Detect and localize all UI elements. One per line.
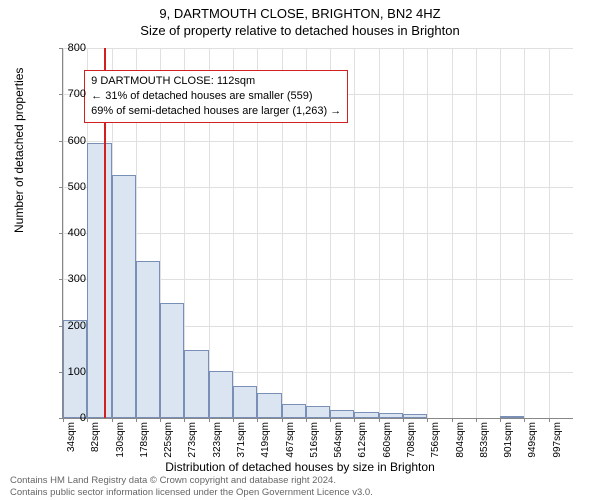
ytick-label: 100 (56, 366, 86, 378)
xtick-label: 516sqm (309, 422, 320, 458)
xtick-label: 612sqm (357, 422, 368, 458)
xtick-mark (160, 418, 161, 422)
annotation-box: 9 DARTMOUTH CLOSE: 112sqm← 31% of detach… (84, 70, 348, 123)
ytick-label: 500 (56, 181, 86, 193)
gridline-v (549, 48, 550, 418)
histogram-bar (209, 371, 233, 418)
xtick-label: 660sqm (382, 422, 393, 458)
gridline-v (379, 48, 380, 418)
xtick-mark (87, 418, 88, 422)
title-address: 9, DARTMOUTH CLOSE, BRIGHTON, BN2 4HZ (0, 0, 600, 21)
gridline-v (500, 48, 501, 418)
xtick-mark (136, 418, 137, 422)
ytick-label: 300 (56, 273, 86, 285)
annotation-line2: ← 31% of detached houses are smaller (55… (91, 89, 341, 104)
xtick-mark (184, 418, 185, 422)
xtick-label: 804sqm (455, 422, 466, 458)
footer-line1: Contains HM Land Registry data © Crown c… (10, 475, 373, 486)
chart-area: 34sqm82sqm130sqm178sqm225sqm273sqm323sqm… (62, 48, 572, 418)
gridline-h (63, 187, 573, 188)
xtick-mark (500, 418, 501, 422)
xtick-mark (330, 418, 331, 422)
xtick-mark (209, 418, 210, 422)
annotation-line3: 69% of semi-detached houses are larger (… (91, 104, 341, 119)
histogram-bar (330, 410, 354, 418)
gridline-v (427, 48, 428, 418)
xtick-label: 273sqm (187, 422, 198, 458)
xtick-mark (282, 418, 283, 422)
xtick-mark (452, 418, 453, 422)
xtick-mark (233, 418, 234, 422)
gridline-v (452, 48, 453, 418)
gridline-h (63, 233, 573, 234)
xtick-label: 564sqm (333, 422, 344, 458)
ytick-label: 0 (56, 412, 86, 424)
histogram-bar (282, 404, 306, 418)
xtick-label: 419sqm (260, 422, 271, 458)
ytick-label: 200 (56, 320, 86, 332)
xtick-label: 853sqm (479, 422, 490, 458)
histogram-bar (112, 175, 136, 418)
plot-region: 34sqm82sqm130sqm178sqm225sqm273sqm323sqm… (62, 48, 573, 419)
histogram-bar (136, 261, 160, 418)
xtick-label: 467sqm (285, 422, 296, 458)
ytick-label: 800 (56, 42, 86, 54)
xtick-mark (403, 418, 404, 422)
y-axis-label: Number of detached properties (12, 68, 26, 233)
xtick-label: 949sqm (527, 422, 538, 458)
gridline-h (63, 141, 573, 142)
histogram-bar (87, 143, 111, 418)
histogram-bar (403, 414, 427, 418)
xtick-label: 323sqm (212, 422, 223, 458)
xtick-label: 708sqm (406, 422, 417, 458)
x-axis-label: Distribution of detached houses by size … (0, 460, 600, 474)
ytick-label: 400 (56, 227, 86, 239)
gridline-v (524, 48, 525, 418)
histogram-bar (306, 406, 330, 418)
xtick-label: 178sqm (139, 422, 150, 458)
xtick-mark (112, 418, 113, 422)
xtick-mark (257, 418, 258, 422)
gridline-v (354, 48, 355, 418)
gridline-v (403, 48, 404, 418)
ytick-label: 600 (56, 135, 86, 147)
xtick-label: 371sqm (236, 422, 247, 458)
xtick-label: 130sqm (115, 422, 126, 458)
xtick-label: 997sqm (552, 422, 563, 458)
title-subtitle: Size of property relative to detached ho… (0, 21, 600, 38)
xtick-mark (354, 418, 355, 422)
histogram-bar (379, 413, 403, 418)
chart-container: 9, DARTMOUTH CLOSE, BRIGHTON, BN2 4HZ Si… (0, 0, 600, 500)
xtick-mark (427, 418, 428, 422)
xtick-mark (524, 418, 525, 422)
histogram-bar (233, 386, 257, 418)
xtick-mark (549, 418, 550, 422)
xtick-label: 901sqm (503, 422, 514, 458)
histogram-bar (354, 412, 378, 418)
xtick-label: 756sqm (430, 422, 441, 458)
footer-line2: Contains public sector information licen… (10, 487, 373, 498)
xtick-label: 82sqm (90, 422, 101, 452)
ytick-label: 700 (56, 88, 86, 100)
histogram-bar (160, 303, 184, 418)
histogram-bar (257, 393, 281, 418)
xtick-label: 34sqm (66, 422, 77, 452)
annotation-line1: 9 DARTMOUTH CLOSE: 112sqm (91, 74, 341, 89)
xtick-mark (306, 418, 307, 422)
xtick-mark (379, 418, 380, 422)
footer-attribution: Contains HM Land Registry data © Crown c… (10, 475, 373, 498)
gridline-h (63, 48, 573, 49)
histogram-bar (500, 416, 524, 418)
histogram-bar (184, 350, 208, 418)
xtick-mark (476, 418, 477, 422)
gridline-v (476, 48, 477, 418)
xtick-label: 225sqm (163, 422, 174, 458)
